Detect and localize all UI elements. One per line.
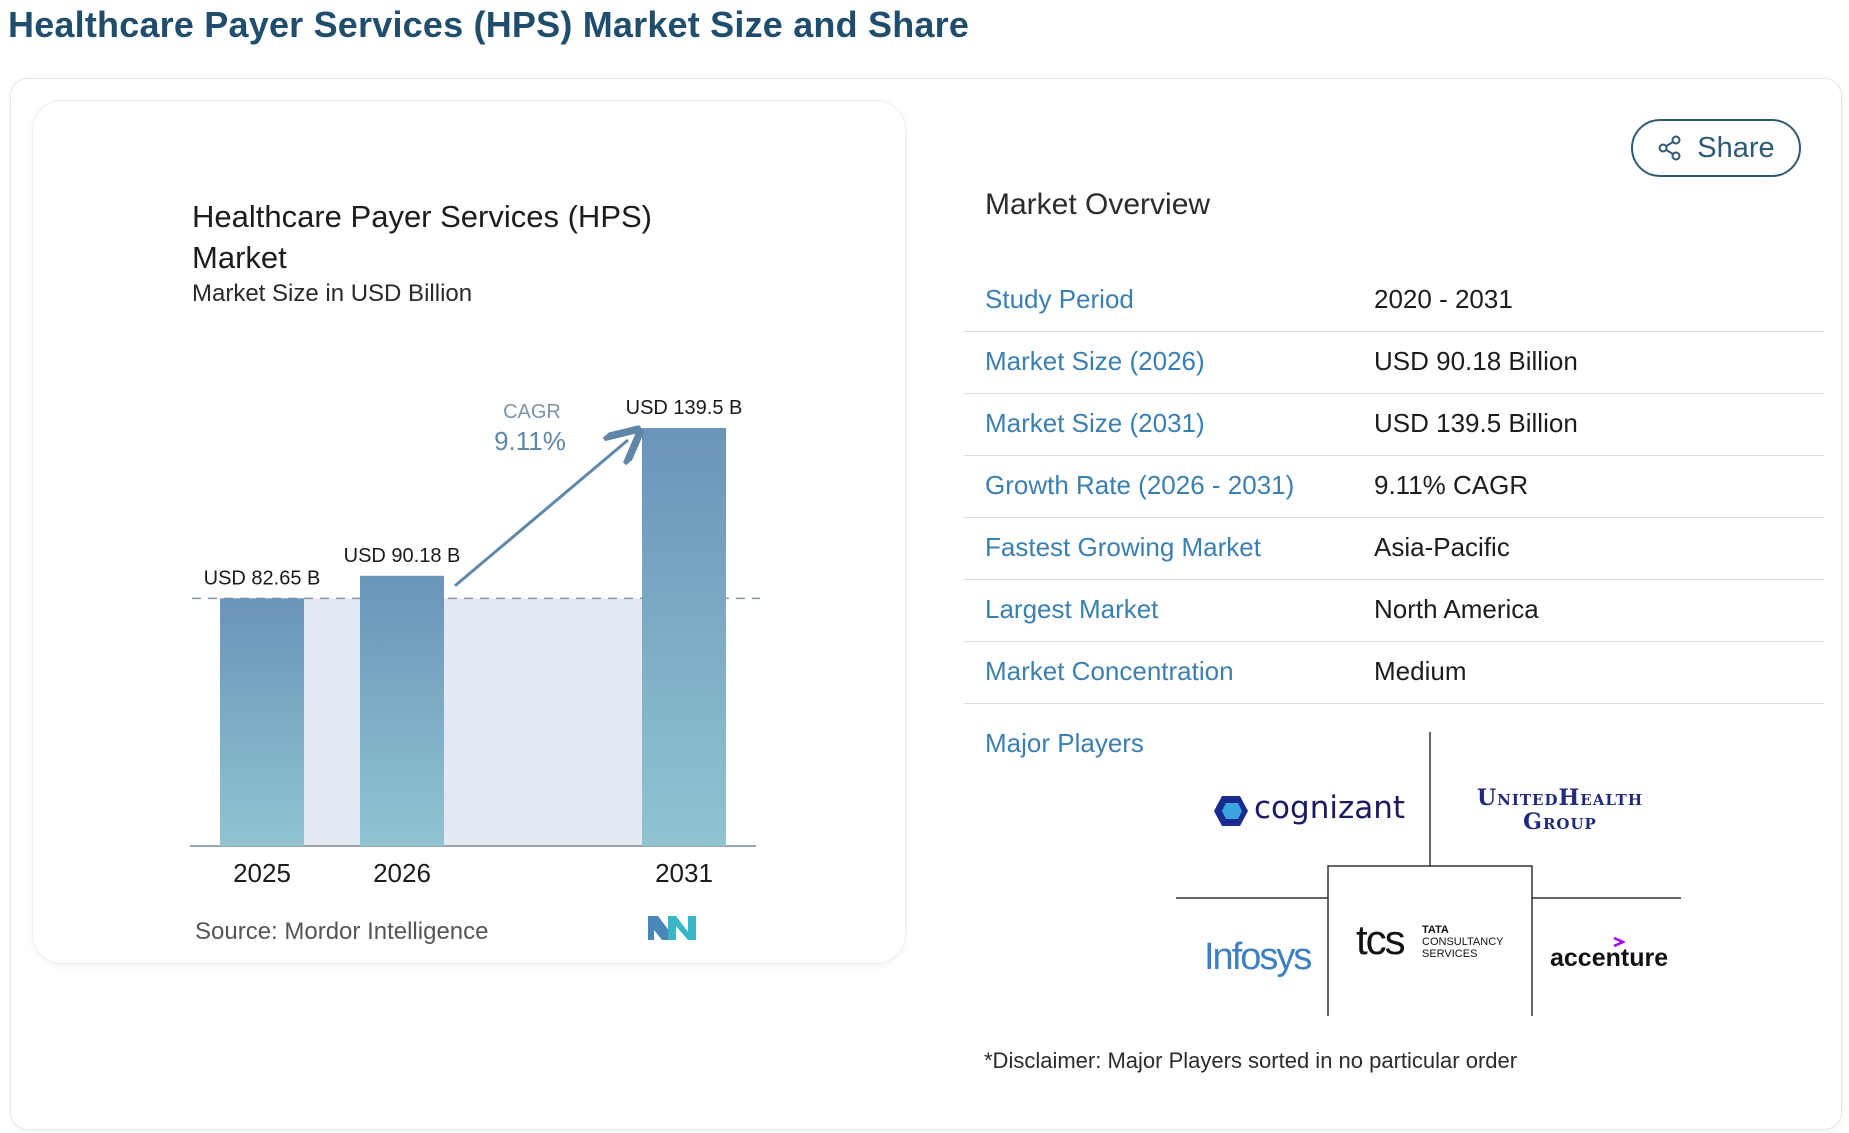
accenture-accent-icon xyxy=(1613,937,1625,947)
overview-row-study-period: Study Period 2020 - 2031 xyxy=(964,270,1824,332)
tcs-line3: SERVICES xyxy=(1422,948,1478,960)
overview-value: Medium xyxy=(1374,656,1467,686)
unitedhealth-line1: UnitedHealth xyxy=(1476,785,1644,811)
bar-2031 xyxy=(642,428,726,846)
tcs-line1: TATA xyxy=(1422,924,1449,936)
market-overview-title: Market Overview xyxy=(985,188,1211,221)
cagr-label: CAGR xyxy=(503,401,561,423)
overview-key: Market Size (2026) xyxy=(985,346,1205,376)
overview-key: Market Concentration xyxy=(985,656,1234,686)
overview-value: Asia-Pacific xyxy=(1374,532,1510,562)
data-label-2031: USD 139.5 B xyxy=(626,397,743,419)
overview-key: Fastest Growing Market xyxy=(985,532,1261,562)
overview-row-concentration: Market Concentration Medium xyxy=(964,642,1824,704)
overview-value: 9.11% CAGR xyxy=(1374,470,1529,500)
overview-key: Growth Rate (2026 - 2031) xyxy=(985,470,1295,500)
data-label-2026: USD 90.18 B xyxy=(344,545,461,567)
tcs-logo-wordmark: TATA CONSULTANCY SERVICES xyxy=(1422,924,1504,960)
infosys-logo: Infosys xyxy=(1204,936,1312,978)
share-button[interactable]: Share xyxy=(1631,119,1801,177)
tcs-line2: CONSULTANCY xyxy=(1422,936,1504,948)
chart-source: Source: Mordor Intelligence xyxy=(195,918,489,945)
overview-value: USD 90.18 Billion xyxy=(1374,346,1578,376)
unitedhealth-line2: Group xyxy=(1523,809,1597,835)
overview-key: Study Period xyxy=(985,284,1134,314)
chart-subtitle: Market Size in USD Billion xyxy=(192,280,473,307)
cognizant-logo: cognizant xyxy=(1254,790,1406,826)
x-tick-label-2025: 2025 xyxy=(233,858,291,888)
cognizant-logo-mark xyxy=(1214,796,1248,826)
x-tick-label-2031: 2031 xyxy=(655,858,713,888)
page-title: Healthcare Payer Services (HPS) Market S… xyxy=(8,4,970,45)
overview-key: Market Size (2031) xyxy=(985,408,1205,438)
overview-key: Largest Market xyxy=(985,594,1159,624)
mordor-intelligence-logo xyxy=(648,916,696,940)
overview-row-growth-rate: Growth Rate (2026 - 2031) 9.11% CAGR xyxy=(964,456,1824,518)
bar-2026 xyxy=(360,575,444,846)
bar-2025 xyxy=(220,598,304,846)
overview-value: 2020 - 2031 xyxy=(1374,284,1513,314)
unitedhealth-group-logo: UnitedHealth Group xyxy=(1470,786,1650,834)
overview-value: North America xyxy=(1374,594,1539,624)
overview-row-market-size-2026: Market Size (2026) USD 90.18 Billion xyxy=(964,332,1824,394)
x-tick-label-2026: 2026 xyxy=(373,858,431,888)
players-disclaimer: *Disclaimer: Major Players sorted in no … xyxy=(984,1048,1518,1073)
major-players-grid xyxy=(1176,732,1681,1016)
tcs-logo: tcs xyxy=(1356,916,1406,963)
overview-row-largest-market: Largest Market North America xyxy=(964,580,1824,642)
market-overview-table: Study Period 2020 - 2031 Market Size (20… xyxy=(964,270,1824,704)
accenture-logo: accenture xyxy=(1550,944,1669,972)
cagr-value: 9.11% xyxy=(494,426,566,456)
share-icon xyxy=(1658,135,1681,161)
share-label: Share xyxy=(1697,131,1775,164)
overview-value: USD 139.5 Billion xyxy=(1374,408,1578,438)
overview-row-fastest-growing: Fastest Growing Market Asia-Pacific xyxy=(964,518,1824,580)
data-label-2025: USD 82.65 B xyxy=(204,567,321,589)
major-players-label: Major Players xyxy=(985,728,1144,758)
overview-row-market-size-2031: Market Size (2031) USD 139.5 Billion xyxy=(964,394,1824,456)
cagr-arrow xyxy=(454,440,628,587)
chart-title: Healthcare Payer Services (HPS) Market xyxy=(192,199,652,275)
